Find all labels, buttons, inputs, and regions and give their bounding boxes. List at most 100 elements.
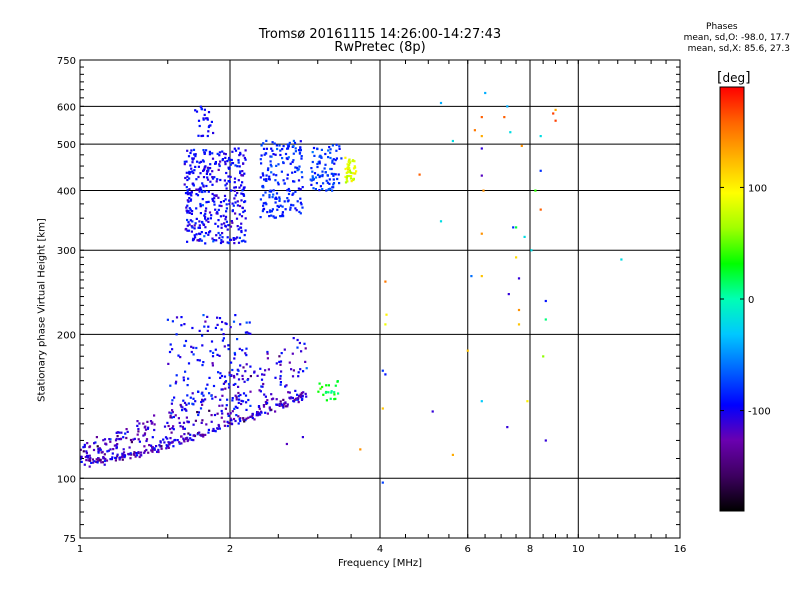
data-point — [279, 363, 282, 366]
data-point — [195, 188, 198, 191]
data-point — [265, 178, 268, 181]
data-point — [466, 349, 469, 352]
data-point — [181, 425, 184, 428]
data-point — [186, 204, 189, 207]
data-point — [480, 116, 483, 119]
data-point — [244, 149, 247, 152]
data-point — [148, 444, 151, 447]
data-point — [300, 203, 303, 206]
data-point — [186, 199, 189, 202]
data-point — [237, 228, 240, 231]
data-point — [234, 394, 237, 397]
data-point — [208, 150, 211, 153]
data-point — [96, 445, 99, 448]
data-point — [316, 162, 319, 166]
data-point — [288, 391, 291, 394]
data-point — [292, 159, 295, 162]
data-point — [234, 194, 237, 197]
data-point — [186, 178, 189, 182]
data-point — [210, 214, 213, 217]
data-point — [203, 167, 206, 170]
data-point — [206, 178, 210, 181]
data-point — [351, 172, 354, 175]
data-point — [222, 214, 225, 217]
data-point — [544, 299, 547, 303]
data-point — [277, 163, 280, 166]
data-point — [119, 437, 123, 440]
data-point — [195, 178, 198, 181]
data-point — [211, 183, 214, 186]
data-point — [206, 166, 209, 169]
data-point — [212, 131, 215, 135]
data-point — [242, 187, 245, 190]
data-point — [195, 233, 198, 236]
data-point — [109, 440, 112, 443]
data-point — [231, 397, 234, 400]
data-point — [257, 414, 260, 417]
data-point — [251, 417, 254, 420]
data-point — [198, 161, 201, 164]
data-point — [345, 176, 348, 179]
data-point — [259, 367, 262, 370]
data-point — [267, 177, 270, 181]
data-point — [275, 174, 278, 177]
data-point — [207, 220, 210, 223]
data-point — [201, 344, 204, 347]
data-point — [179, 403, 182, 407]
data-point — [238, 347, 241, 350]
data-point — [352, 167, 356, 170]
data-point — [279, 403, 282, 406]
data-point — [264, 191, 267, 194]
data-point — [320, 156, 323, 159]
data-point — [279, 381, 282, 384]
data-point — [116, 431, 119, 434]
data-point — [188, 223, 191, 226]
data-point — [160, 447, 163, 450]
data-point — [240, 199, 243, 202]
data-point — [332, 158, 335, 161]
data-point — [217, 425, 221, 428]
data-point — [451, 139, 454, 143]
data-point — [211, 197, 214, 200]
data-point — [242, 210, 245, 214]
data-point — [191, 182, 194, 185]
colorbar-label: [deg] — [717, 70, 751, 86]
data-point — [214, 348, 217, 351]
data-point — [170, 412, 173, 415]
data-point — [221, 236, 224, 239]
data-point — [204, 226, 207, 229]
data-point — [198, 431, 201, 434]
data-point — [276, 204, 279, 208]
data-point — [207, 168, 210, 171]
data-point — [195, 110, 199, 113]
data-point — [205, 172, 208, 175]
data-point — [182, 376, 185, 379]
data-point — [251, 412, 254, 415]
data-point — [226, 412, 230, 415]
data-point — [262, 194, 265, 197]
data-point — [226, 420, 229, 423]
data-point — [245, 417, 248, 420]
data-point — [192, 353, 195, 356]
data-point — [87, 459, 90, 462]
data-point — [171, 427, 174, 430]
data-point — [280, 370, 283, 373]
data-point — [205, 201, 208, 204]
data-point — [183, 183, 186, 186]
data-point — [234, 237, 237, 240]
data-point — [300, 157, 303, 160]
data-point — [191, 157, 194, 160]
data-point — [100, 461, 103, 464]
data-point — [121, 456, 124, 459]
data-point — [259, 390, 262, 393]
data-point — [213, 413, 217, 417]
data-point — [96, 461, 99, 464]
data-point — [239, 171, 242, 175]
data-point — [86, 456, 89, 459]
data-point — [539, 169, 542, 172]
data-point — [263, 393, 266, 396]
data-point — [242, 417, 245, 420]
data-point — [239, 364, 242, 367]
data-point — [181, 409, 184, 412]
data-point — [187, 155, 191, 158]
